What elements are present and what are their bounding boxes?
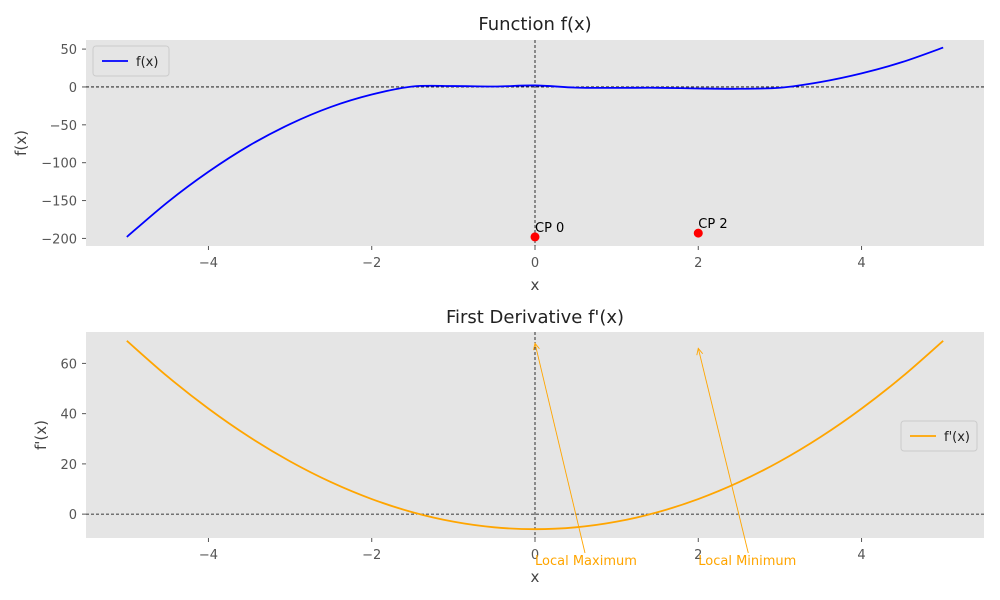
x-tick-label: 0 (531, 256, 539, 271)
critical-point-marker (530, 232, 540, 242)
x-tick-label: −4 (199, 548, 218, 563)
chart-title: Function f(x) (478, 14, 591, 35)
annotation-label: Local Minimum (698, 554, 796, 569)
x-axis-label: x (531, 276, 540, 294)
y-axis-label: f(x) (12, 130, 30, 156)
annotation-label: Local Maximum (535, 554, 637, 569)
x-tick-label: −2 (362, 256, 381, 271)
legend-label: f(x) (136, 55, 158, 70)
critical-point-label: CP 2 (698, 217, 727, 232)
y-tick-label: −200 (41, 232, 77, 247)
x-axis-label: x (531, 568, 540, 586)
x-tick-label: 4 (857, 548, 865, 563)
y-tick-label: 20 (60, 458, 77, 473)
x-tick-label: 2 (694, 548, 702, 563)
chart-title: First Derivative f'(x) (446, 307, 624, 328)
y-tick-label: 0 (69, 508, 77, 523)
annotation-arrowhead (696, 347, 704, 356)
x-tick-label: 0 (531, 548, 539, 563)
y-tick-label: 0 (69, 81, 77, 96)
critical-point-marker (693, 228, 703, 238)
series-line-1-0 (126, 340, 944, 531)
y-tick-label: 60 (60, 357, 77, 372)
y-tick-label: −150 (41, 195, 77, 210)
annotation-arrow (697, 348, 749, 554)
x-tick-label: −2 (362, 548, 381, 563)
legend-box (900, 420, 978, 452)
annotation-arrowhead (533, 342, 540, 351)
y-tick-label: −50 (50, 119, 77, 134)
series-line-0-0 (126, 46, 944, 238)
legend-box (92, 45, 170, 77)
x-tick-label: −4 (199, 256, 218, 271)
y-tick-label: 40 (60, 408, 77, 423)
y-axis-label: f'(x) (32, 420, 50, 450)
x-tick-label: 2 (694, 256, 702, 271)
annotation-arrow (534, 343, 586, 554)
y-tick-label: 50 (60, 43, 77, 58)
x-tick-label: 4 (857, 256, 865, 271)
y-tick-label: −100 (41, 157, 77, 172)
legend-label: f'(x) (944, 430, 970, 445)
critical-point-label: CP 0 (535, 221, 564, 236)
